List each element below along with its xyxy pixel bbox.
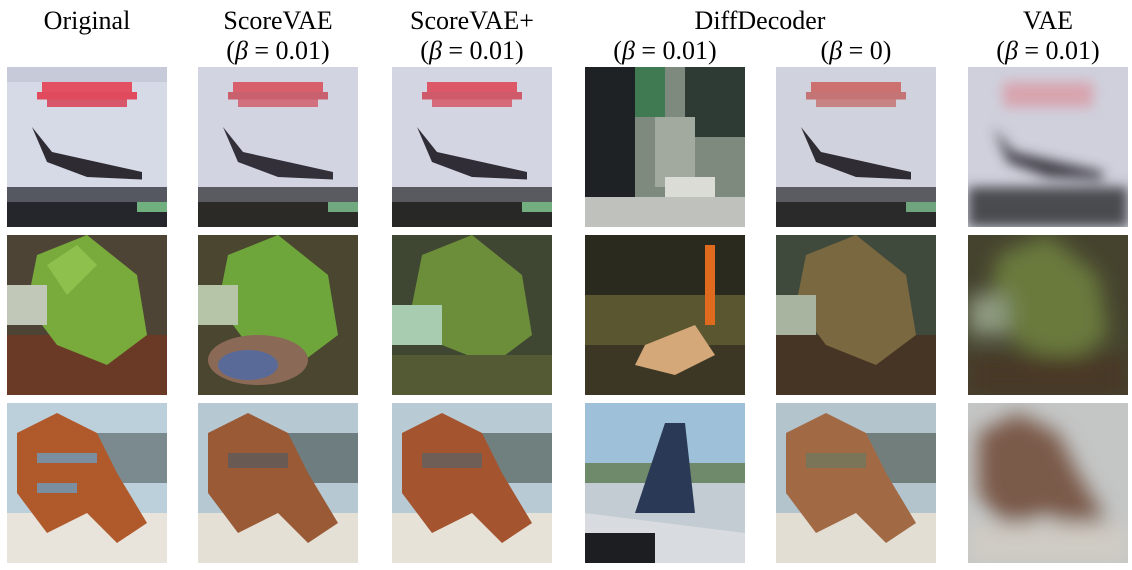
image-vae-airplane	[968, 67, 1128, 227]
column-beta-diffdecoder-001: (β = 0.01)	[613, 36, 717, 65]
image-original-airplane	[7, 67, 167, 227]
image-scorevaeplus-airplane	[392, 67, 552, 227]
image-vae-horse	[968, 403, 1128, 563]
image-scorevae-airplane	[198, 67, 358, 227]
column-beta-vae: (β = 0.01)	[996, 36, 1100, 65]
image-diffdecoder-001-frog	[585, 235, 745, 395]
column-title-original: Original	[43, 6, 131, 35]
image-original-frog	[7, 235, 167, 395]
column-beta-diffdecoder-0: (β = 0)	[820, 36, 892, 65]
column-title-scorevaeplus: ScoreVAE+	[410, 6, 534, 35]
image-scorevaeplus-horse	[392, 403, 552, 563]
column-beta-scorevae: (β = 0.01)	[226, 36, 330, 65]
image-diffdecoder-001-horse	[585, 403, 745, 563]
image-diffdecoder-0-airplane	[776, 67, 936, 227]
column-title-vae: VAE	[1022, 6, 1074, 35]
column-title-diffdecoder: DiffDecoder	[694, 6, 826, 35]
image-diffdecoder-0-frog	[776, 235, 936, 395]
image-scorevae-horse	[198, 403, 358, 563]
image-diffdecoder-001-airplane	[585, 67, 745, 227]
image-scorevaeplus-frog	[392, 235, 552, 395]
image-vae-frog	[968, 235, 1128, 395]
image-scorevae-frog	[198, 235, 358, 395]
column-title-scorevae: ScoreVAE	[223, 6, 333, 35]
image-original-horse	[7, 403, 167, 563]
image-diffdecoder-0-horse	[776, 403, 936, 563]
column-beta-scorevaeplus: (β = 0.01)	[420, 36, 524, 65]
